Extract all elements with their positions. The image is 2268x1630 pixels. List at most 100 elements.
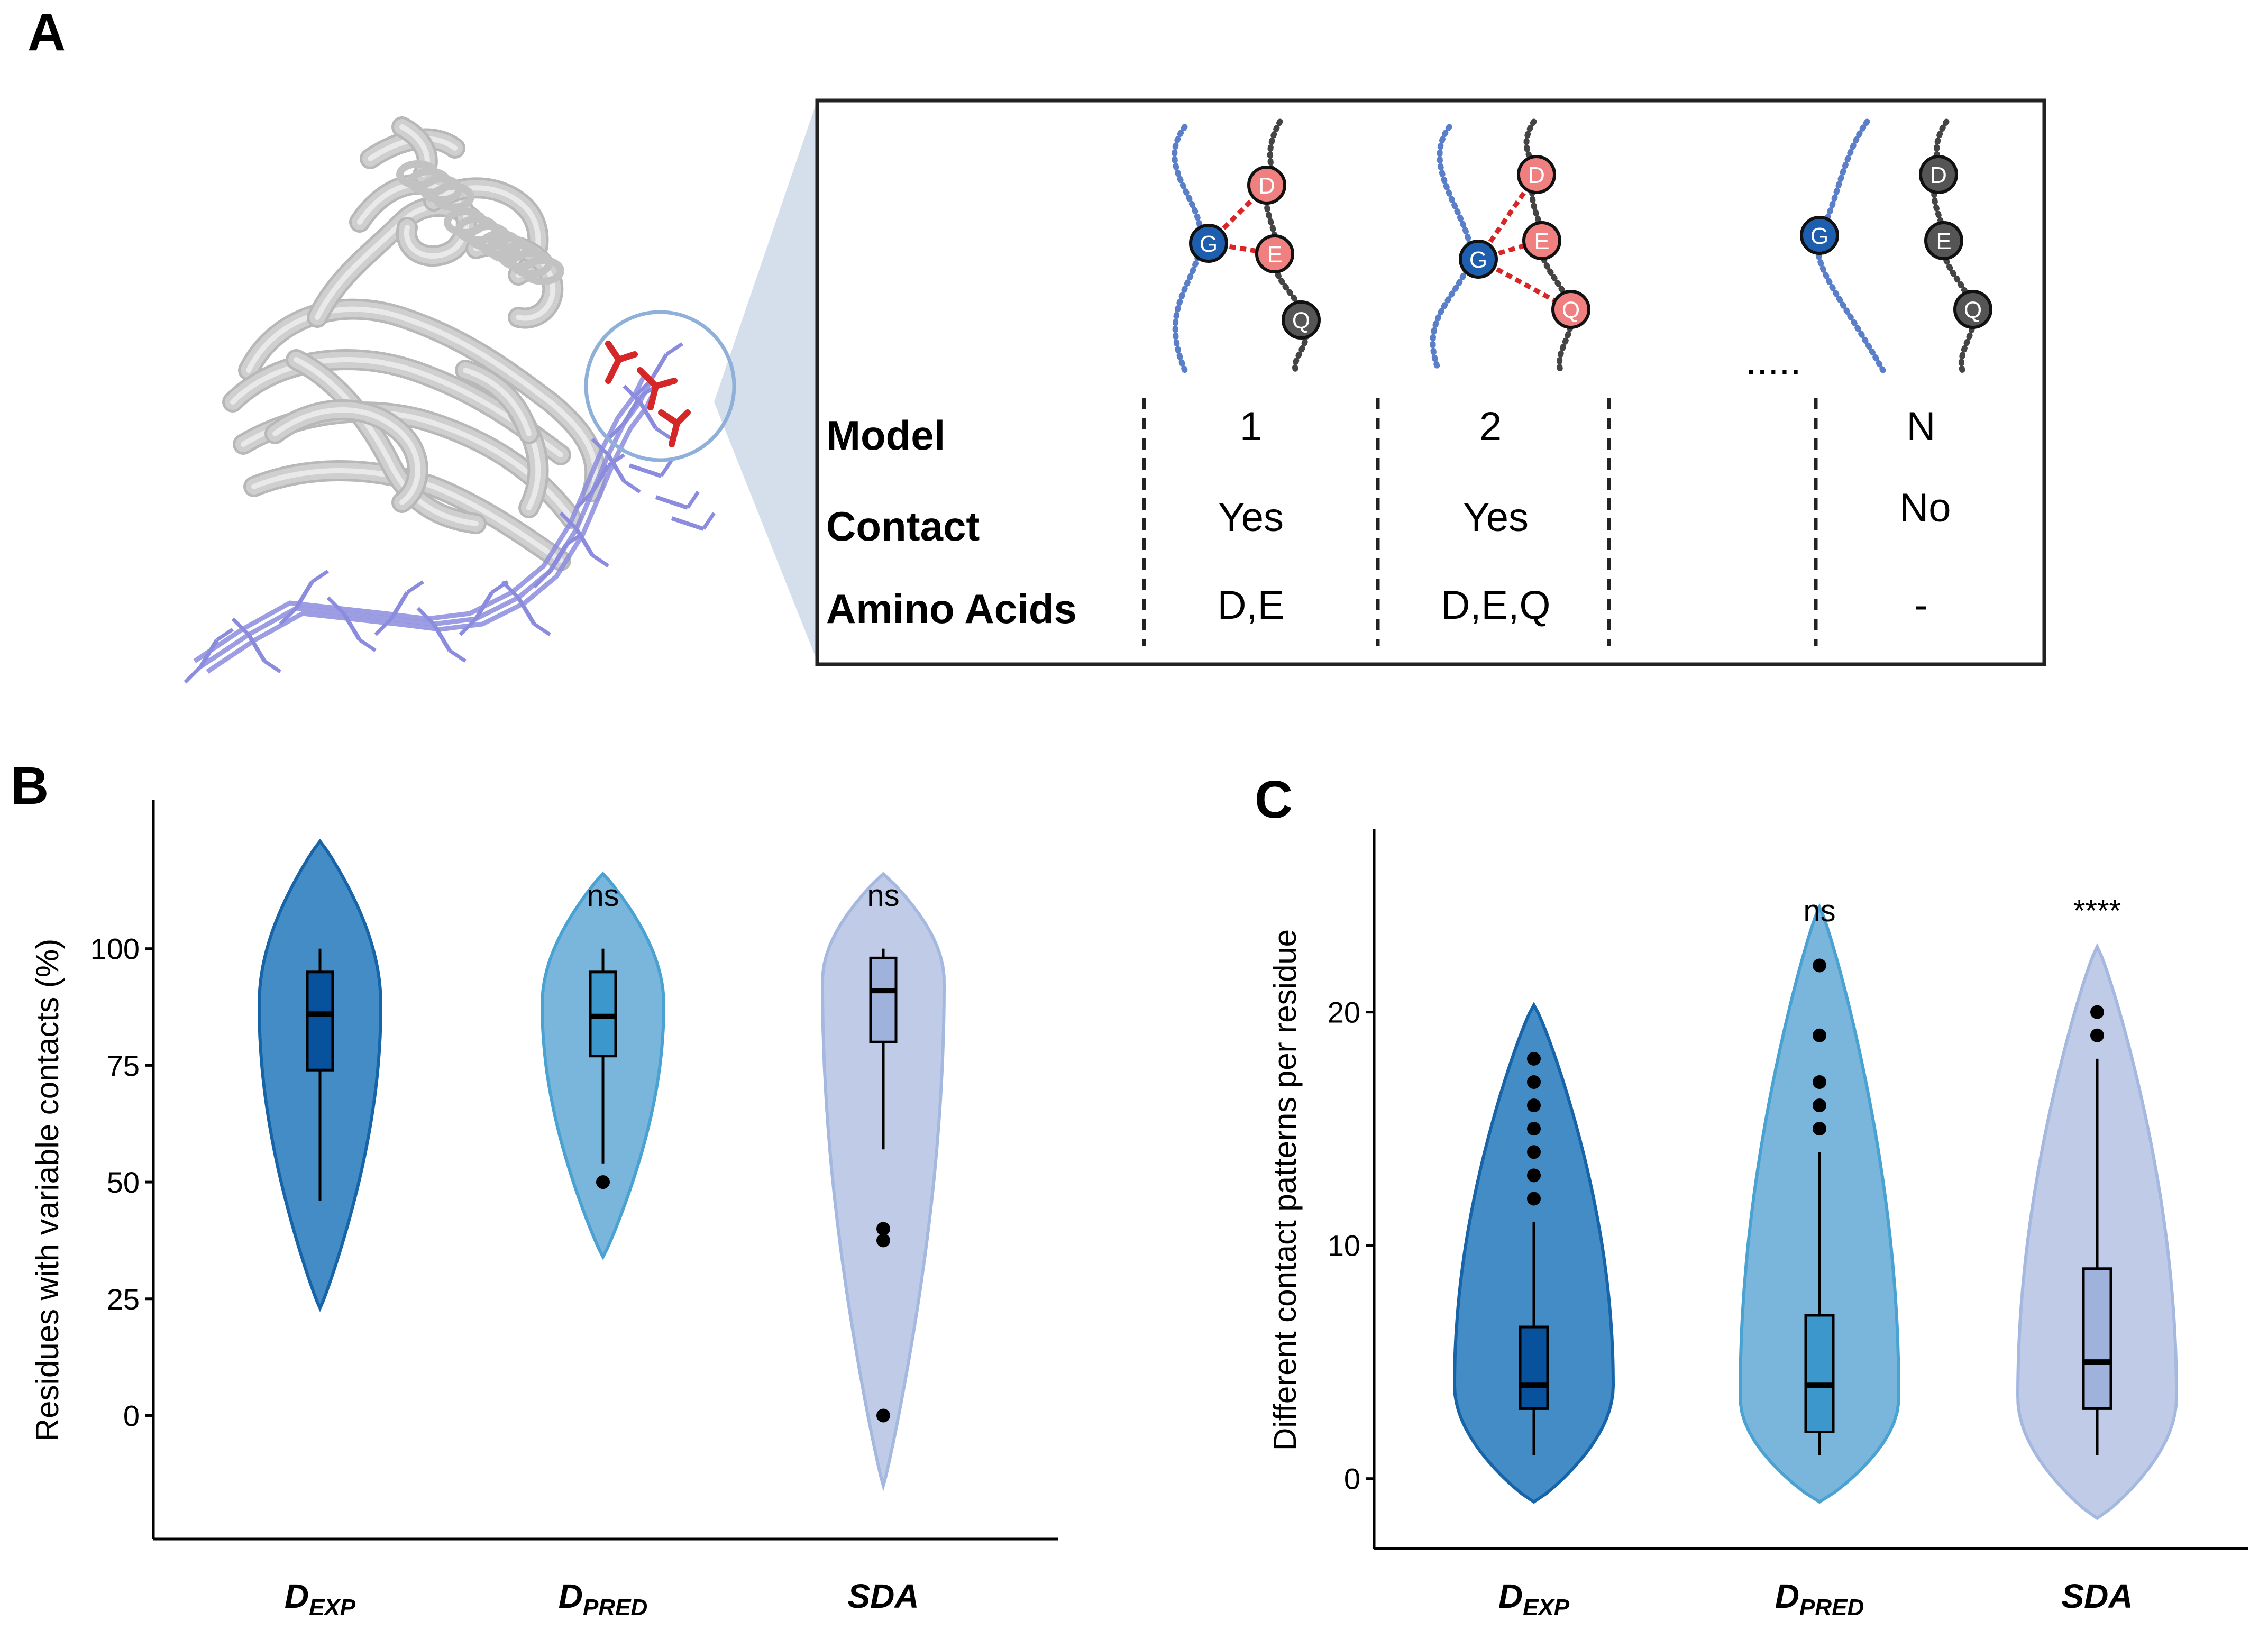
peptide-bead-model-n <box>1800 216 1839 255</box>
x-category-main: D <box>559 1577 583 1615</box>
box-iqr <box>2082 1267 2112 1410</box>
peptide-bead-model-2 <box>1459 240 1498 279</box>
partner-bead-d-model-2-letter: D <box>1528 162 1545 188</box>
model-2-amino-acids: D,E,Q <box>1441 583 1551 628</box>
partner-bead-e-model-2-letter: E <box>1534 228 1549 254</box>
partner-bead-e-model-n <box>1924 221 1963 260</box>
outlier-point <box>1813 1122 1826 1136</box>
y-tick-label: 75 <box>107 1049 140 1082</box>
partner-bead-q-model-1 <box>1282 300 1321 340</box>
box-iqr <box>869 956 898 1043</box>
box-iqr <box>1519 1325 1549 1410</box>
outlier-point <box>2090 1005 2104 1019</box>
peptide-sticks-illustration <box>184 342 716 684</box>
model-1-number: 1 <box>1240 404 1262 449</box>
y-tick-label: 100 <box>90 932 140 966</box>
partner-bead-d-model-n-letter: D <box>1930 162 1947 188</box>
peptide-bead-model-1 <box>1189 224 1228 263</box>
y-tick-label: 20 <box>1328 996 1360 1029</box>
dashed-dividers <box>1142 398 1818 646</box>
outlier-point <box>1813 1028 1826 1042</box>
x-category-main: SDA <box>847 1577 919 1615</box>
outlier-point <box>1813 1075 1826 1089</box>
outlier-point <box>1813 958 1826 973</box>
x-category-subscript: PRED <box>583 1595 647 1620</box>
partner-bead-q-model-n-letter: Q <box>1964 297 1982 323</box>
row-label-contact: Contact <box>826 503 980 550</box>
contact-residues-sticks <box>605 341 691 447</box>
row-label-model: Model <box>826 412 945 459</box>
x-category-label: DEXP <box>1498 1577 1570 1620</box>
schematic-box <box>815 98 2046 666</box>
x-category-main: D <box>1775 1577 1799 1615</box>
chart-b-residues-variable-contacts: 0 25 50 75 100 Residues with variable contact… <box>30 800 1058 1620</box>
contact-diagrams: G D E Q G D E Q G D E Q <box>1172 118 1992 373</box>
x-category-label: SDA <box>2061 1577 2133 1615</box>
outlier-point <box>1527 1051 1541 1066</box>
outlier-point <box>1527 1122 1541 1136</box>
x-category-main: D <box>1498 1577 1523 1615</box>
x-category-main: D <box>285 1577 309 1615</box>
peptide-bead-model-1-letter: G <box>1200 231 1218 257</box>
zoom-circle <box>584 310 736 462</box>
significance-label: ns <box>587 878 619 913</box>
zoom-wedge <box>714 100 817 661</box>
x-category-label: DPRED <box>559 1577 647 1620</box>
x-category-subscript: EXP <box>309 1595 356 1620</box>
x-category-label: DEXP <box>285 1577 356 1620</box>
partner-bead-e-model-1 <box>1255 234 1294 273</box>
outlier-point <box>596 1175 610 1189</box>
partner-bead-d-model-1-letter: D <box>1258 173 1275 199</box>
partner-bead-e-model-n-letter: E <box>1936 228 1951 254</box>
box-iqr <box>1804 1314 1835 1433</box>
partner-bead-q-model-2 <box>1551 290 1590 329</box>
model-n-contact: No <box>1899 486 1951 530</box>
row-label-amino-acids: Amino Acids <box>826 585 1077 632</box>
model-n-amino-acids: - <box>1914 583 1927 628</box>
panel-label-a: A <box>28 3 66 62</box>
peptide-bead-model-n-letter: G <box>1810 223 1828 249</box>
y-tick-label: 25 <box>107 1283 140 1316</box>
peptide-bead-model-2-letter: G <box>1469 247 1487 273</box>
partner-bead-d-model-n <box>1919 155 1958 194</box>
models-ellipsis: ..... <box>1745 338 1801 383</box>
outlier-point <box>876 1222 890 1236</box>
protein-structure-illustration <box>222 116 606 571</box>
y-tick-label: 0 <box>1344 1462 1360 1496</box>
chart-c-contact-patterns: 0 10 20 Different contact patterns per resi… <box>1267 829 2248 1620</box>
outlier-point <box>876 1408 890 1423</box>
outlier-point <box>1527 1098 1541 1113</box>
outlier-point <box>1527 1192 1541 1206</box>
partner-bead-q-model-1-letter: Q <box>1292 308 1310 334</box>
model-1-amino-acids: D,E <box>1218 583 1285 628</box>
x-category-subscript: PRED <box>1799 1595 1864 1620</box>
x-category-label: DPRED <box>1775 1577 1864 1620</box>
partner-bead-d-model-2 <box>1517 155 1556 194</box>
panel-label-b: B <box>11 756 49 816</box>
outlier-point <box>2090 1028 2104 1042</box>
significance-label: ns <box>1803 894 1835 928</box>
partner-bead-d-model-1 <box>1247 166 1286 205</box>
x-category-main: SDA <box>2061 1577 2133 1615</box>
significance-label: **** <box>2073 894 2121 928</box>
significance-label: ns <box>867 878 899 913</box>
y-tick-label: 0 <box>123 1399 140 1432</box>
model-2-number: 2 <box>1479 404 1502 449</box>
outlier-point <box>876 1233 890 1248</box>
violin-sda <box>820 872 946 1492</box>
box-iqr <box>306 970 334 1072</box>
partner-bead-e-model-1-letter: E <box>1267 242 1282 268</box>
model-2-contact: Yes <box>1463 495 1529 540</box>
outlier-point <box>1527 1168 1541 1183</box>
panel-label-c: C <box>1255 770 1293 829</box>
outlier-point <box>1527 1145 1541 1159</box>
x-category-label: SDA <box>847 1577 919 1615</box>
partner-bead-e-model-2 <box>1522 221 1561 260</box>
partner-bead-q-model-n <box>1953 290 1992 329</box>
y-axis-label: Different contact patterns per residue <box>1267 929 1303 1451</box>
y-axis-label: Residues with variable contacts (%) <box>30 939 65 1441</box>
partner-bead-q-model-2-letter: Q <box>1562 297 1580 323</box>
x-category-subscript: EXP <box>1523 1595 1570 1620</box>
y-tick-label: 10 <box>1328 1229 1360 1262</box>
model-1-contact: Yes <box>1218 495 1284 540</box>
